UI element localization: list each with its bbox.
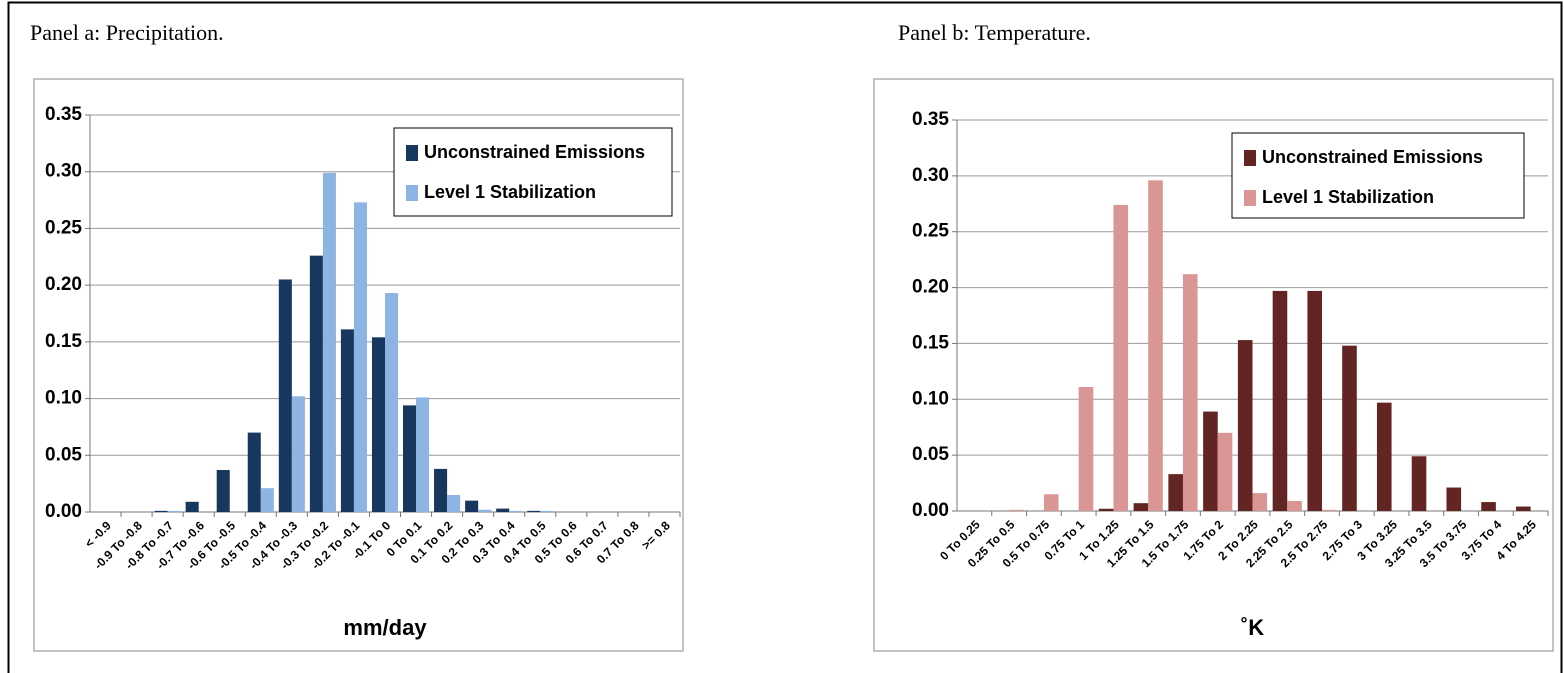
bar: [309, 255, 323, 512]
y-tick-label: 0.00: [45, 501, 82, 522]
bar: [353, 202, 367, 512]
bar: [1113, 204, 1129, 511]
panel-title: Panel a: Precipitation.: [30, 20, 224, 45]
y-tick-label: 0.30: [912, 165, 949, 186]
legend-swatch: [1244, 150, 1256, 166]
y-tick-label: 0.20: [912, 277, 949, 298]
bar: [1342, 345, 1357, 511]
bar: [509, 510, 523, 512]
y-tick-label: 0.25: [45, 217, 82, 238]
bar: [154, 510, 168, 512]
y-tick-label: 0.15: [45, 331, 82, 352]
bar: [185, 501, 199, 512]
legend-box: [1231, 132, 1525, 219]
bar: [1217, 432, 1233, 511]
bar: [1516, 506, 1531, 511]
legend-swatch: [406, 185, 418, 201]
bar: [540, 510, 554, 512]
y-tick-label: 0.35: [45, 104, 82, 125]
y-tick-label: 0.20: [45, 274, 82, 295]
bar: [1009, 509, 1024, 511]
bar: [278, 279, 292, 512]
legend-swatch: [406, 145, 418, 161]
y-tick-label: 0.05: [912, 444, 949, 465]
bar: [291, 396, 305, 512]
bar: [1446, 487, 1462, 511]
legend-label: Level 1 Stabilization: [424, 182, 596, 202]
panel-title: Panel b: Temperature.: [898, 20, 1091, 45]
bar: [1252, 493, 1268, 511]
figure-border: [7, 1, 1563, 673]
bar: [385, 293, 399, 512]
bar: [1287, 500, 1302, 511]
legend-label: Level 1 Stabilization: [1262, 187, 1434, 207]
y-tick-label: 0.25: [912, 221, 949, 242]
bar: [1307, 290, 1323, 511]
x-axis-label: ˚K: [1241, 615, 1264, 640]
bar: [496, 508, 510, 512]
bar: [1148, 180, 1163, 511]
bar: [1237, 340, 1253, 511]
bar: [416, 397, 430, 512]
y-tick-label: 0.10: [45, 388, 82, 409]
y-tick-label: 0.00: [912, 500, 949, 521]
bar: [1481, 502, 1496, 511]
bar: [1376, 402, 1392, 511]
bar: [1168, 474, 1183, 511]
y-tick-label: 0.30: [45, 161, 82, 182]
bar: [1272, 290, 1288, 511]
bar: [1203, 411, 1218, 511]
legend-swatch: [1244, 190, 1256, 206]
x-axis-label: mm/day: [343, 615, 427, 640]
bar: [167, 510, 181, 512]
legend-label: Unconstrained Emissions: [424, 142, 645, 162]
bar: [340, 329, 354, 512]
bar: [434, 468, 448, 512]
bar: [447, 494, 461, 512]
y-tick-label: 0.05: [45, 444, 82, 465]
bar: [216, 470, 230, 512]
bar: [465, 500, 479, 512]
y-tick-label: 0.35: [912, 109, 949, 130]
bar: [260, 488, 274, 512]
bar: [371, 337, 385, 512]
bar: [1133, 503, 1149, 511]
bar: [478, 509, 492, 512]
y-tick-label: 0.10: [912, 388, 949, 409]
bar: [1078, 386, 1094, 511]
y-tick-label: 0.15: [912, 332, 949, 353]
bar: [1411, 456, 1427, 511]
bar: [403, 405, 417, 512]
bar: [322, 172, 336, 512]
legend-box: [393, 127, 673, 217]
bar: [1322, 509, 1337, 511]
bar: [527, 510, 541, 512]
bar: [1098, 508, 1114, 511]
bar: [247, 432, 261, 512]
legend-label: Unconstrained Emissions: [1262, 147, 1483, 167]
bar: [1182, 274, 1198, 511]
bar: [1043, 494, 1059, 511]
